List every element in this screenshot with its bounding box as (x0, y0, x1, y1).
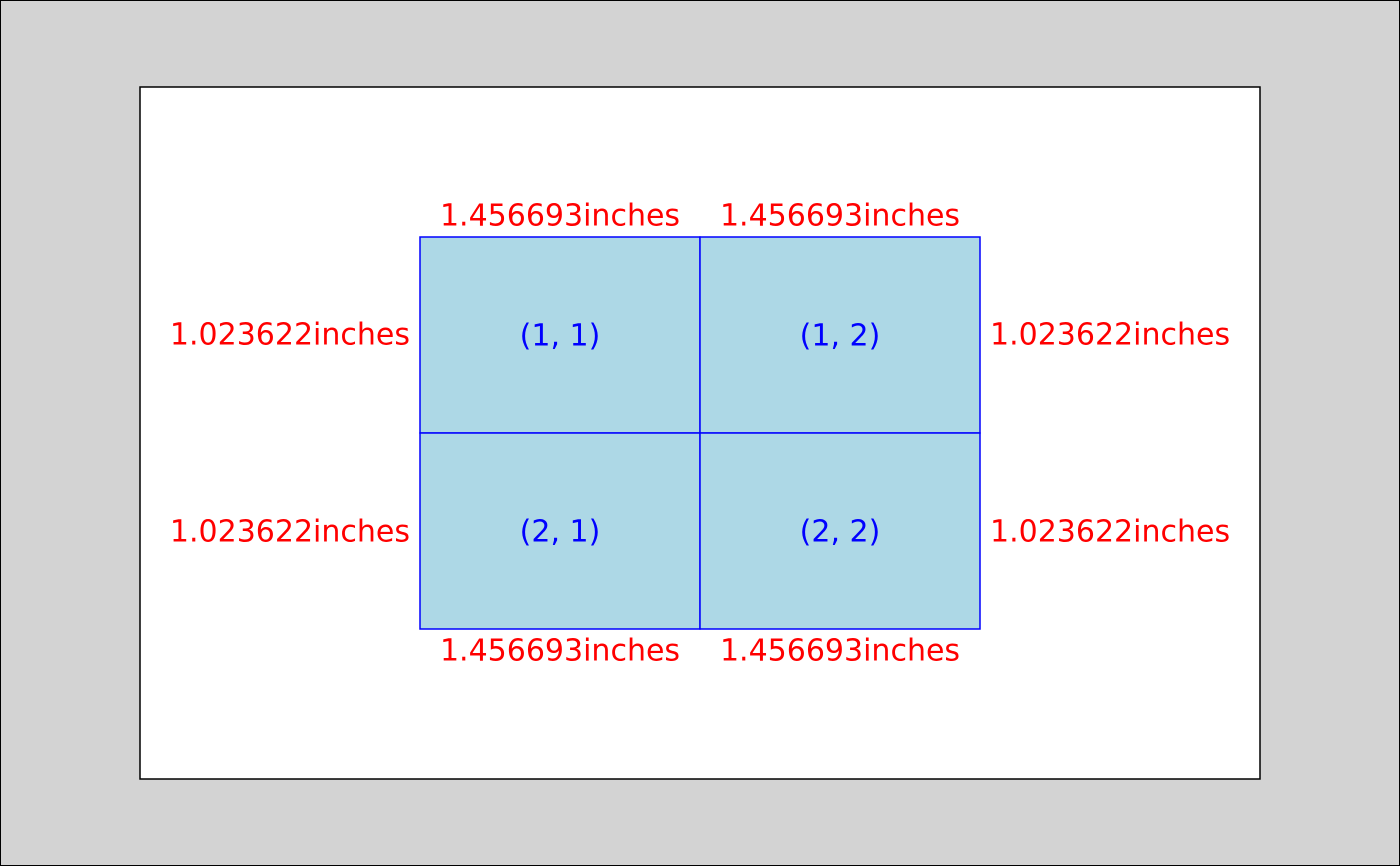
bottom-width-label-col-1: 1.456693inches (440, 634, 680, 669)
top-width-label-col-1: 1.456693inches (440, 199, 680, 234)
cell-label-2-2: (2, 2) (800, 515, 881, 550)
right-height-label-row-2: 1.023622inches (990, 515, 1230, 550)
cell-label-1-1: (1, 1) (520, 319, 601, 354)
bottom-width-label-col-2: 1.456693inches (720, 634, 960, 669)
cell-1-1 (419, 236, 701, 434)
cell-label-2-1: (2, 1) (520, 515, 601, 550)
left-height-label-row-1: 1.023622inches (170, 318, 410, 353)
column-width-labels: 1.456693inches 1.456693inches 1.456693in… (440, 199, 960, 669)
left-height-label-row-2: 1.023622inches (170, 515, 410, 550)
cell-labels: (1, 1) (1, 2) (2, 1) (2, 2) (520, 319, 881, 550)
cell-label-1-2: (1, 2) (800, 319, 881, 354)
row-height-labels: 1.023622inches 1.023622inches 1.023622in… (170, 318, 1230, 550)
grid-cells (419, 236, 981, 630)
right-height-label-row-1: 1.023622inches (990, 318, 1230, 353)
cell-1-2 (699, 236, 981, 434)
top-width-label-col-2: 1.456693inches (720, 199, 960, 234)
cell-2-1 (419, 432, 701, 630)
cell-2-2 (699, 432, 981, 630)
